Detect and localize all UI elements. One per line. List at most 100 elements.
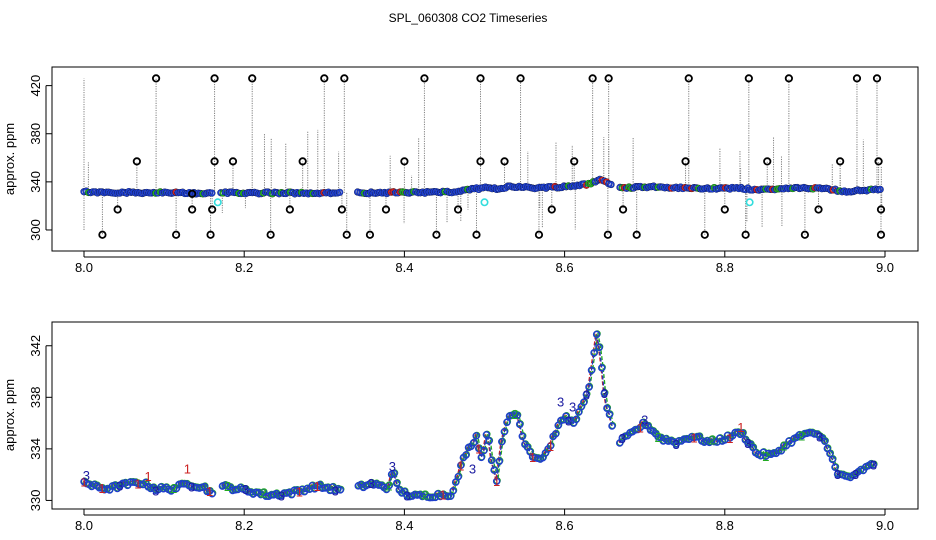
series-number-marker: 1 (457, 458, 464, 473)
series-number-marker: 3 (870, 458, 877, 473)
annotation-label: 3 (389, 459, 396, 474)
annotation-label: 3 (569, 400, 576, 415)
outlier-point (340, 74, 349, 83)
bottom-chart-y-tick-label: 334 (28, 438, 43, 460)
data-point (208, 490, 216, 498)
annotation-label: 1 (144, 469, 151, 484)
outlier-point (814, 205, 823, 214)
bottom-chart-ylabel: approx. ppm (2, 379, 17, 451)
series-number-marker: 3 (188, 480, 195, 495)
data-point (608, 422, 616, 430)
outlier-point (534, 230, 544, 239)
outlier-point (432, 230, 441, 239)
series-number-marker: 3 (367, 476, 374, 491)
outlier-point (516, 74, 525, 83)
bottom-chart-y-tick-label: 342 (28, 335, 43, 357)
series-number-marker: 2 (798, 429, 805, 444)
series-line (357, 333, 612, 498)
top-chart-marks (80, 74, 886, 239)
outlier-point (874, 157, 883, 166)
series-number-marker: 1 (690, 430, 697, 445)
outlier-point (228, 157, 238, 166)
series-number-marker: 1 (493, 474, 500, 489)
series-number-marker: 3 (583, 387, 590, 402)
data-point (462, 451, 470, 459)
outlier-point (298, 157, 307, 166)
baseline-point (876, 185, 884, 193)
bottom-chart-x-tick-label: 8.0 (75, 518, 93, 533)
data-point (390, 469, 398, 478)
series-number-marker: 3 (744, 436, 751, 451)
baseline-point (607, 181, 615, 188)
outlier-point (604, 74, 613, 83)
data-point (495, 457, 503, 466)
data-point (580, 398, 588, 407)
outlier-point (400, 157, 409, 166)
data-point (428, 493, 437, 502)
data-point (490, 466, 498, 474)
series-number-marker: 2 (170, 481, 177, 496)
outlier-point (744, 74, 753, 83)
bottom-chart-x-tick-label: 8.2 (235, 518, 253, 533)
top-chart-x-tick-label: 9.0 (876, 260, 894, 275)
outlier-point (98, 230, 107, 239)
outlier-point (453, 205, 463, 214)
bottom-chart-frame (51, 321, 919, 510)
series-number-marker: 2 (260, 485, 267, 500)
top-chart-y-tick-label: 340 (28, 171, 43, 193)
series-number-marker: 1 (547, 439, 554, 454)
top-chart-ylabel: approx. ppm (2, 123, 17, 195)
outlier-point (188, 189, 197, 198)
series-number-marker: 1 (637, 421, 644, 436)
figure-title: SPL_060308 CO2 Timeseries (389, 11, 548, 25)
outlier-point (763, 157, 772, 166)
data-point (518, 432, 527, 441)
series-number-marker: 3 (242, 482, 249, 497)
bottom-chart-y-tick-label: 330 (28, 490, 43, 512)
annotation-label: 3 (557, 394, 564, 409)
outlier-point (206, 230, 215, 239)
data-point (738, 429, 747, 437)
data-point (590, 349, 598, 357)
series-number-marker: 2 (511, 407, 518, 422)
series-number-marker: 3 (332, 484, 339, 499)
outlier-point (337, 205, 347, 214)
data-point (546, 442, 555, 450)
outlier-point (476, 157, 485, 166)
series-number-marker: 3 (619, 431, 626, 446)
outlier-point (720, 205, 729, 214)
bottom-chart-x-tick-label: 8.4 (395, 518, 413, 533)
series-number-marker: 1 (206, 484, 213, 499)
data-point (513, 411, 521, 420)
data-point (780, 441, 788, 450)
data-point (485, 437, 493, 445)
series-number-marker: 3 (116, 479, 123, 494)
data-point (500, 427, 509, 436)
data-point (482, 431, 491, 439)
outlier-point (365, 230, 375, 239)
data-point (487, 456, 496, 465)
outlier-point (476, 74, 485, 83)
series-number-marker: 3 (601, 386, 608, 401)
series-number-marker: 3 (278, 488, 285, 503)
data-point (503, 418, 511, 427)
outlier-point (210, 157, 219, 166)
outlier-point (852, 74, 862, 83)
outlier-point (632, 230, 641, 239)
annotation-label: 3 (641, 413, 648, 428)
top-chart-axes: 8.0 8.2 8.4 8.6 8.8 9.0 300 340 380 420 (28, 75, 894, 275)
data-point (454, 472, 462, 481)
bottom-chart-y-tick-label: 338 (28, 386, 43, 408)
series-number-marker: 2 (421, 488, 428, 503)
data-point (469, 439, 478, 447)
series-number-marker: 3 (403, 489, 410, 504)
series-number-marker: 1 (529, 450, 536, 465)
series-number-marker: 1 (726, 431, 733, 446)
series-number-marker: 3 (152, 483, 159, 498)
series-number-marker: 1 (475, 441, 482, 456)
outlier-point (618, 205, 628, 214)
top-chart-x-tick-label: 8.2 (235, 260, 253, 275)
outlier-point (381, 205, 391, 214)
